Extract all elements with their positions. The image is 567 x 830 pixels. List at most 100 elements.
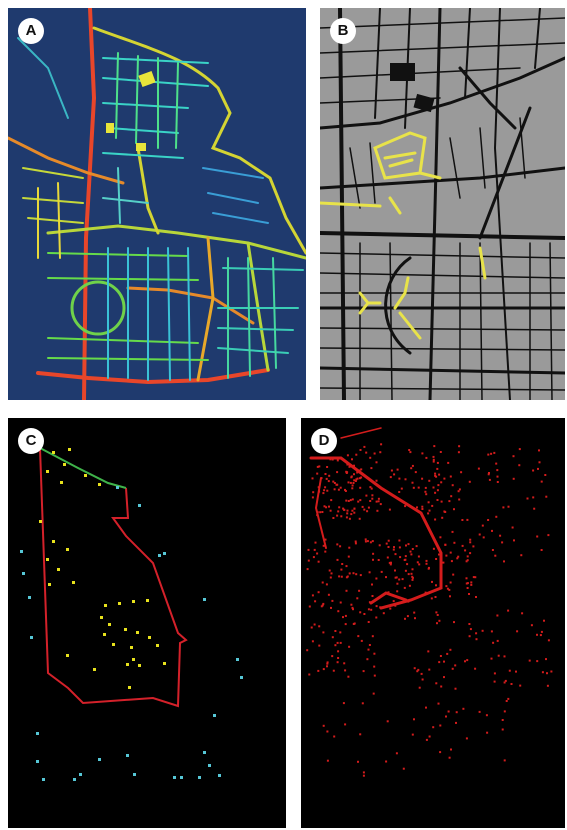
red-point [507, 609, 510, 612]
red-point [389, 607, 392, 610]
red-point [380, 443, 383, 446]
red-point [449, 581, 452, 584]
red-point [317, 591, 320, 594]
red-point [445, 554, 448, 557]
red-point [333, 488, 336, 491]
red-point [371, 540, 374, 543]
red-point [353, 511, 356, 514]
red-point [345, 499, 348, 502]
red-point [488, 478, 491, 481]
red-point [322, 668, 325, 671]
red-point [352, 608, 354, 611]
red-point [379, 606, 382, 609]
red-point [342, 702, 345, 705]
red-point [339, 545, 342, 548]
red-point [441, 516, 444, 519]
red-point [408, 584, 411, 587]
red-point [306, 568, 309, 571]
red-point [326, 665, 328, 668]
red-point [367, 608, 370, 611]
red-point [346, 454, 349, 457]
red-point [457, 555, 460, 558]
red-point [487, 473, 490, 476]
red-point [521, 612, 524, 615]
red-point [492, 641, 495, 644]
red-point [451, 484, 454, 487]
red-point [457, 451, 460, 454]
red-point [377, 497, 380, 500]
red-point [475, 632, 478, 635]
red-point [477, 467, 480, 470]
red-point [316, 465, 319, 468]
red-point [371, 635, 374, 638]
red-point [312, 491, 315, 494]
red-point [450, 495, 453, 498]
panel-c-plot [20, 447, 243, 781]
red-point [408, 449, 411, 451]
red-point [501, 719, 504, 721]
red-point [359, 611, 362, 614]
red-point [458, 445, 461, 448]
red-point [376, 509, 379, 512]
red-point [316, 511, 319, 514]
red-point [353, 622, 356, 625]
red-point [347, 675, 350, 678]
red-point [314, 600, 317, 603]
red-point [340, 568, 343, 571]
red-point [354, 540, 357, 543]
red-point [457, 490, 460, 493]
red-point [355, 573, 358, 576]
red-point [392, 548, 395, 551]
red-point [425, 456, 428, 459]
red-point [485, 714, 488, 717]
red-point [398, 539, 401, 542]
red-point [409, 451, 412, 454]
red-point [439, 655, 442, 657]
red-point [370, 608, 373, 611]
red-point [330, 606, 332, 609]
red-point [466, 559, 469, 562]
red-point [432, 455, 435, 458]
red-point [331, 636, 334, 639]
red-point [434, 474, 437, 477]
red-point [375, 577, 378, 580]
red-point [336, 661, 339, 664]
red-point [413, 667, 416, 670]
red-point [502, 506, 505, 509]
red-point [357, 760, 359, 763]
red-point [367, 648, 370, 651]
red-point [368, 601, 371, 604]
red-point [349, 499, 352, 502]
red-point [437, 702, 440, 705]
red-point [411, 578, 414, 581]
red-point [335, 483, 338, 486]
red-point [385, 542, 388, 545]
red-point [469, 541, 472, 544]
red-point [537, 467, 539, 470]
red-point [449, 648, 452, 651]
red-point [330, 499, 333, 502]
red-point [354, 480, 357, 482]
red-point [369, 541, 372, 544]
red-point [446, 587, 449, 590]
red-point [365, 451, 368, 454]
red-point [355, 478, 358, 481]
red-point [331, 599, 334, 602]
red-point [501, 728, 504, 731]
red-point [388, 561, 391, 564]
red-point [342, 507, 345, 510]
red-point [518, 448, 521, 451]
red-point [416, 561, 419, 564]
red-point [379, 503, 382, 506]
red-point [466, 518, 469, 521]
panel-d-red-points [306, 443, 553, 777]
red-point [490, 630, 493, 633]
red-point [472, 576, 475, 579]
red-point [398, 546, 401, 549]
red-point [345, 589, 348, 592]
red-point [497, 654, 500, 657]
red-point [345, 516, 348, 519]
red-point [351, 484, 354, 487]
red-point [372, 552, 375, 555]
red-point [455, 711, 458, 714]
